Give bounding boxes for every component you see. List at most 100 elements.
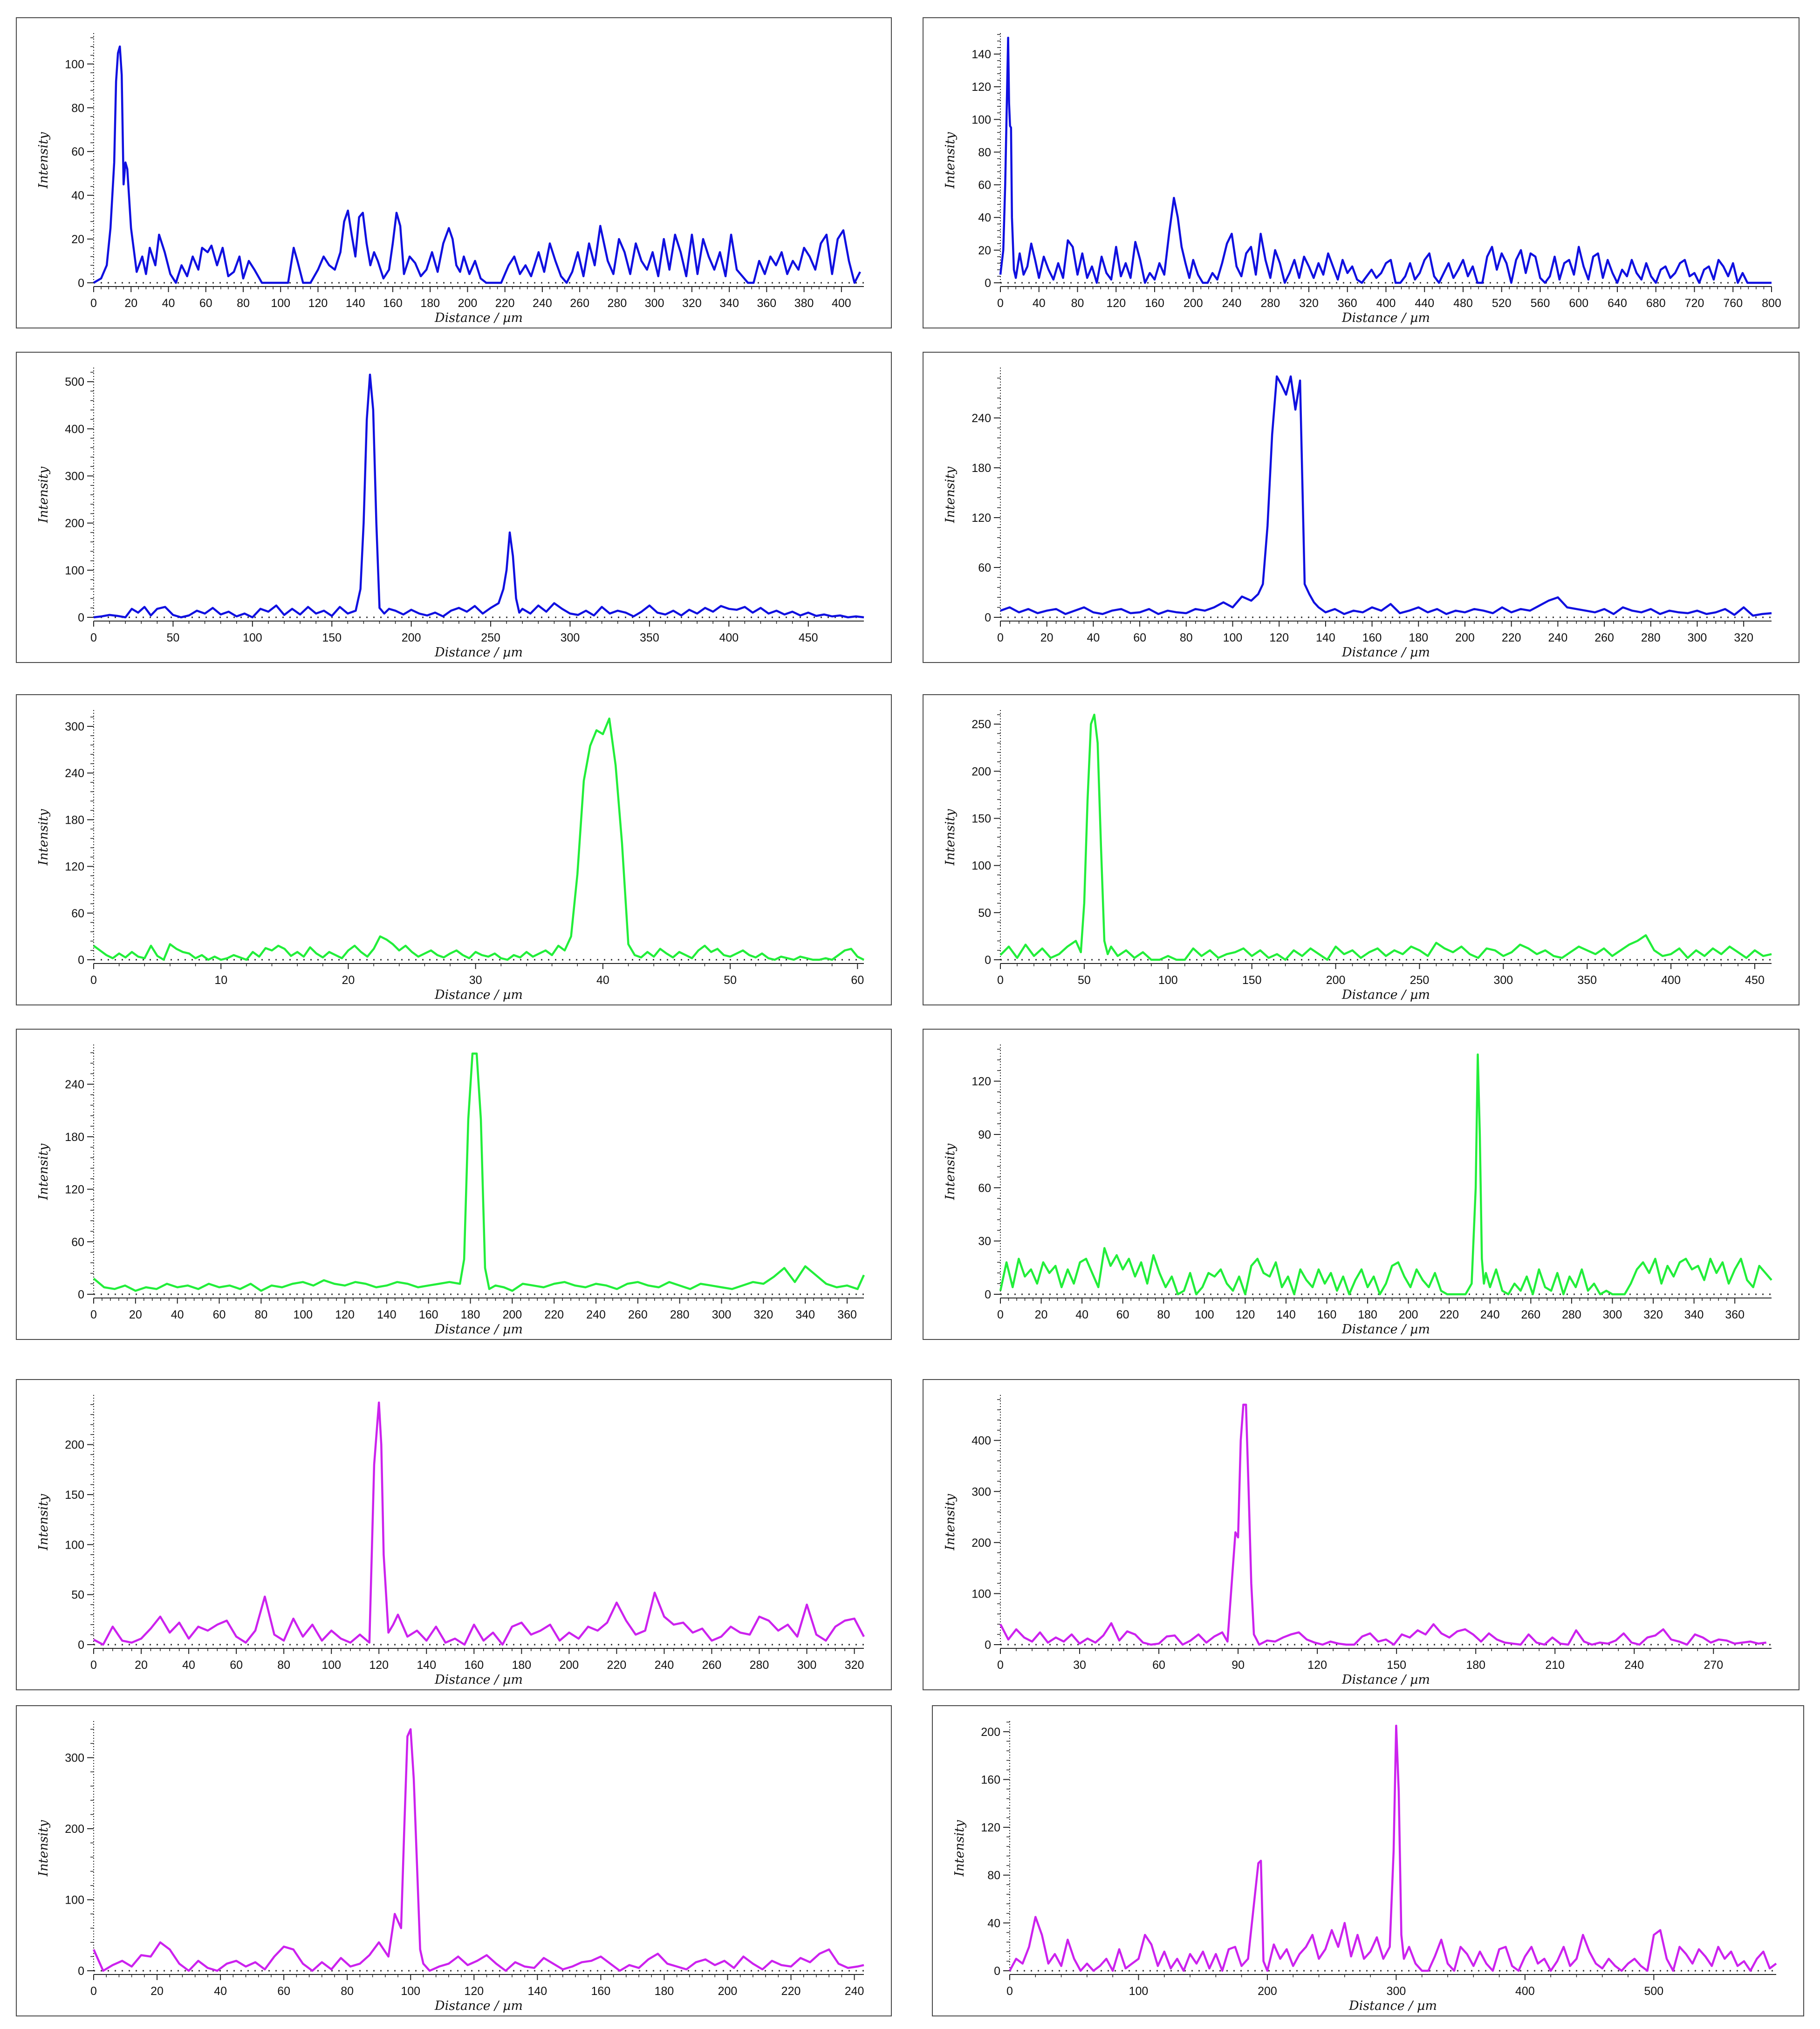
- x-tick-label: 300: [1688, 631, 1707, 644]
- chart-panel-10: 0 30 60 90 120 150 180 210 240 270 0 100 200 300 400 Di…: [923, 1379, 1799, 1690]
- x-tick-label: 100: [243, 631, 262, 644]
- y-axis-title: Intensity: [943, 1143, 958, 1201]
- chart-6: 0 50 100 150 200 250 300 350 400 450 0 50 100 150 200 2…: [943, 710, 1772, 1002]
- x-tick-label: 40: [171, 1308, 184, 1321]
- x-tick-label: 160: [383, 297, 403, 310]
- x-tick-label: 250: [481, 631, 500, 644]
- x-tick-label: 150: [322, 631, 342, 644]
- intensity-line: [999, 36, 1772, 284]
- x-tick-label: 360: [1338, 297, 1357, 310]
- x-tick-label: 320: [1643, 1308, 1663, 1321]
- y-tick-label: 0: [985, 611, 991, 624]
- y-tick-label: 50: [978, 907, 991, 920]
- x-tick-label: 240: [1548, 631, 1568, 644]
- x-tick-label: 320: [845, 1659, 864, 1672]
- y-axis-title: Intensity: [943, 466, 958, 524]
- x-axis-title: Distance / µm: [434, 311, 523, 325]
- x-tick-label: 120: [1269, 631, 1289, 644]
- x-tick-label: 150: [1387, 1659, 1406, 1672]
- x-tick-label: 40: [1075, 1308, 1088, 1321]
- y-tick-label: 0: [985, 1639, 991, 1652]
- x-tick-label: 260: [628, 1308, 648, 1321]
- x-axis-title: Distance / µm: [1341, 311, 1430, 325]
- x-tick-label: 280: [608, 297, 627, 310]
- y-tick-label: 0: [78, 1288, 84, 1301]
- x-tick-label: 300: [797, 1659, 817, 1672]
- x-tick-label: 350: [1577, 974, 1597, 987]
- y-tick-label: 20: [71, 233, 84, 246]
- y-tick-label: 0: [78, 277, 84, 290]
- chart-panel-3: 0 50 100 150 200 250 300 350 400 450 0 100 200 300 400…: [16, 352, 892, 663]
- x-tick-label: 80: [1157, 1308, 1170, 1321]
- x-tick-label: 50: [1078, 974, 1091, 987]
- x-tick-label: 400: [1376, 297, 1396, 310]
- x-tick-label: 400: [719, 631, 739, 644]
- chart-4: 0 20 40 60 80 100 120 140 160 180 200 220 240 260 280 3…: [943, 368, 1772, 660]
- x-tick-label: 240: [1480, 1308, 1500, 1321]
- chart-panel-2: 0 40 80 120 160 200 240 280 320 360 400 440 480 520 56…: [923, 17, 1799, 328]
- y-tick-label: 400: [65, 423, 84, 436]
- x-tick-label: 80: [254, 1308, 267, 1321]
- x-tick-label: 60: [277, 1985, 290, 1998]
- x-tick-label: 320: [754, 1308, 773, 1321]
- x-tick-label: 20: [135, 1659, 148, 1672]
- chart-8: 0 20 40 60 80 100 120 140 160 180 200 220 240 260 280 3…: [943, 1045, 1772, 1337]
- x-tick-label: 260: [570, 297, 589, 310]
- chart-5: 0 10 20 30 40 50 60 0 60 120 180 240 300 Distance / µ…: [36, 710, 864, 1002]
- x-tick-label: 90: [1232, 1659, 1245, 1672]
- y-axis-title: Intensity: [36, 132, 51, 189]
- intensity-line: [93, 1052, 865, 1292]
- x-tick-label: 220: [1439, 1308, 1459, 1321]
- x-tick-label: 240: [533, 297, 552, 310]
- chart-panel-9: 0 20 40 60 80 100 120 140 160 180 200 220 240 260 280 3…: [16, 1379, 892, 1690]
- x-tick-label: 450: [799, 631, 818, 644]
- x-tick-label: 450: [1745, 974, 1765, 987]
- x-tick-label: 40: [182, 1659, 195, 1672]
- y-tick-label: 80: [987, 1869, 1000, 1882]
- x-tick-label: 140: [527, 1985, 547, 1998]
- x-tick-label: 220: [1502, 631, 1521, 644]
- x-tick-label: 120: [1307, 1659, 1327, 1672]
- x-tick-label: 80: [1071, 297, 1084, 310]
- x-tick-label: 200: [1184, 297, 1203, 310]
- y-axis-title: Intensity: [36, 1143, 51, 1201]
- y-tick-label: 40: [987, 1917, 1000, 1930]
- x-tick-label: 270: [1704, 1659, 1723, 1672]
- x-tick-label: 150: [1242, 974, 1262, 987]
- x-tick-label: 0: [90, 1985, 97, 1998]
- x-tick-label: 0: [90, 1659, 97, 1672]
- y-axis-title: Intensity: [943, 1494, 958, 1551]
- x-tick-label: 180: [461, 1308, 480, 1321]
- x-tick-label: 120: [1106, 297, 1126, 310]
- y-tick-label: 80: [978, 146, 991, 159]
- x-tick-label: 520: [1492, 297, 1512, 310]
- x-tick-label: 20: [1040, 631, 1054, 644]
- x-tick-label: 320: [1734, 631, 1753, 644]
- x-tick-label: 60: [1116, 1308, 1129, 1321]
- x-tick-label: 160: [464, 1659, 484, 1672]
- y-tick-label: 100: [65, 1538, 84, 1551]
- y-tick-label: 500: [65, 376, 84, 389]
- y-axis-title: Intensity: [943, 132, 958, 189]
- y-tick-label: 250: [972, 718, 991, 731]
- chart-10: 0 30 60 90 120 150 180 210 240 270 0 100 200 300 400 Di…: [943, 1395, 1772, 1687]
- x-tick-label: 20: [129, 1308, 142, 1321]
- x-tick-label: 100: [293, 1308, 313, 1321]
- intensity-line: [1000, 375, 1772, 617]
- x-axis-title: Distance / µm: [1341, 645, 1430, 660]
- y-tick-label: 40: [71, 189, 84, 202]
- x-tick-label: 640: [1608, 297, 1627, 310]
- x-tick-label: 260: [1594, 631, 1614, 644]
- y-tick-label: 100: [972, 113, 991, 126]
- y-tick-label: 0: [985, 277, 991, 290]
- x-tick-label: 80: [277, 1659, 290, 1672]
- x-tick-label: 320: [682, 297, 702, 310]
- x-tick-label: 60: [199, 297, 212, 310]
- x-tick-label: 240: [655, 1659, 674, 1672]
- y-tick-label: 120: [972, 512, 991, 525]
- y-axis-title: Intensity: [36, 1494, 51, 1551]
- x-tick-label: 320: [1299, 297, 1319, 310]
- x-tick-label: 280: [1562, 1308, 1581, 1321]
- x-tick-label: 220: [781, 1985, 801, 1998]
- x-tick-label: 60: [1133, 631, 1146, 644]
